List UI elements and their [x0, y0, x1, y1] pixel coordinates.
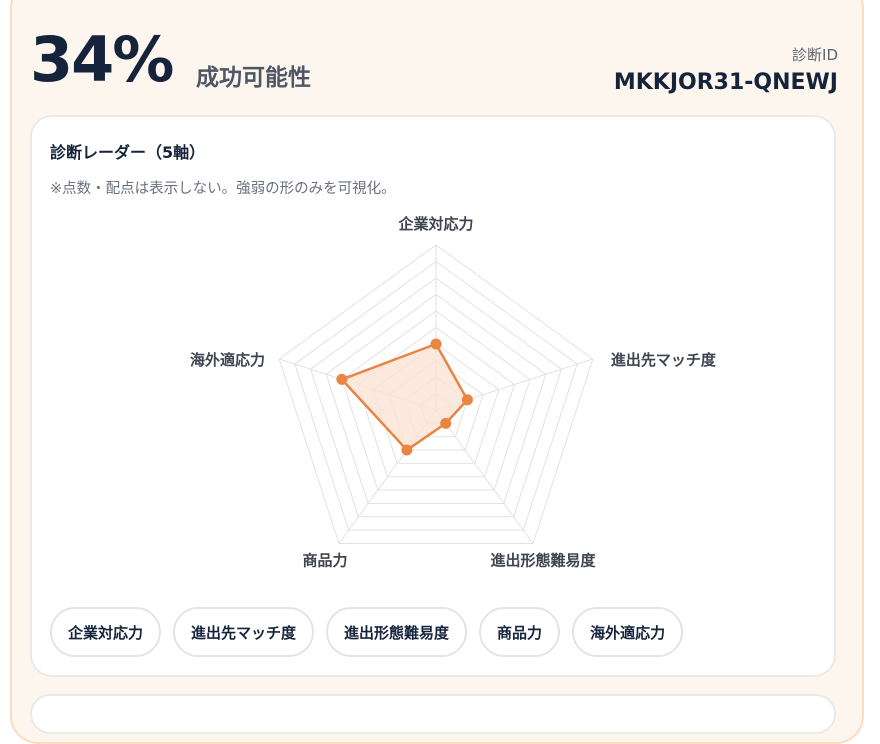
axis-label: 進出先マッチ度: [611, 351, 717, 369]
axis-chips: 企業対応力 進出先マッチ度 進出形態難易度 商品力 海外適応力: [50, 607, 684, 657]
grid-ring: [341, 310, 531, 491]
radar-title: 診断レーダー（5軸）: [50, 143, 206, 162]
grid-spoke: [435, 409, 534, 544]
axis-chip[interactable]: 企業対応力: [50, 607, 162, 657]
radar-card: 診断レーダー（5軸） ※点数・配点は表示しない。強弱の形のみを可視化。 企業対応…: [30, 115, 836, 677]
grid-ring: [309, 277, 563, 518]
axis-chip[interactable]: 海外適応力: [572, 607, 684, 657]
axis-chip[interactable]: 商品力: [479, 607, 561, 657]
data-point: [401, 444, 413, 456]
grid-ring: [294, 260, 578, 531]
diagnosis-id-label: 診断ID: [792, 46, 838, 64]
axis-label: 海外適応力: [190, 351, 265, 369]
grid-ring: [278, 244, 594, 544]
axis-label: 商品力: [303, 551, 348, 569]
diagnosis-id: MKKJOR31-QNEWJ: [613, 70, 838, 95]
success-rate: 34%: [30, 23, 174, 96]
next-card: [30, 694, 836, 734]
grid-ring: [325, 293, 547, 504]
axis-label: 企業対応力: [397, 215, 473, 233]
data-point: [461, 394, 473, 406]
success-label: 成功可能性: [196, 65, 311, 91]
axis-chip[interactable]: 進出先マッチ度: [173, 607, 315, 657]
data-point: [430, 338, 442, 350]
radar-note: ※点数・配点は表示しない。強弱の形のみを可視化。: [50, 181, 396, 197]
axis-chip[interactable]: 進出形態難易度: [326, 607, 468, 657]
data-point: [336, 373, 348, 385]
data-area: [340, 342, 469, 452]
axis-label: 進出形態難易度: [490, 551, 596, 569]
data-point: [440, 417, 452, 429]
